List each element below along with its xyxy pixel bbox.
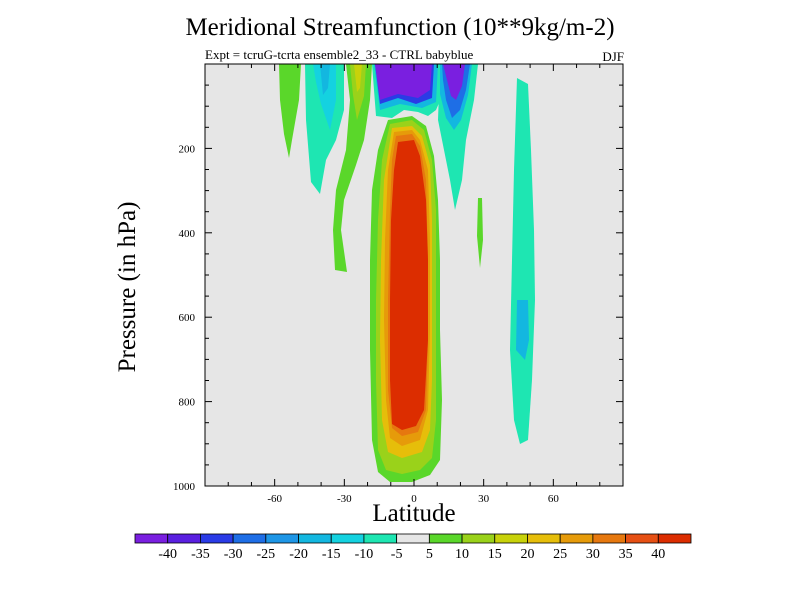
- colorbar-label: 10: [455, 547, 469, 562]
- plot-area: -60 -30 0 30 60 200 400 600 800 1000: [173, 63, 624, 505]
- contour-left-flank-inner: [350, 64, 366, 120]
- colorbar-swatch: [232, 533, 267, 544]
- x-tick-label: 0: [411, 493, 417, 505]
- colorbar-label: 25: [553, 547, 567, 562]
- y-tick-label: 1000: [173, 481, 196, 493]
- colorbar-swatch: [527, 533, 561, 544]
- colorbar-label: -35: [191, 547, 210, 562]
- colorbar-label: 5: [426, 547, 433, 562]
- colorbar-swatch: [298, 533, 332, 544]
- y-tick-label: 800: [179, 397, 196, 409]
- colorbar-label: 30: [586, 547, 600, 562]
- colorbar-swatch: [167, 533, 201, 544]
- colorbar-label: 15: [488, 547, 502, 562]
- contour-right-sliver: [477, 198, 483, 268]
- chart-subtitle: Expt = tcruG-tcrta ensemble2_33 - CTRL b…: [205, 47, 474, 62]
- colorbar: -40 -35 -30 -25 -20 -15 -10 -5 5 10 15 20 25 30 35 40: [134, 533, 692, 562]
- colorbar-label: -30: [224, 547, 243, 562]
- x-tick-label: 60: [548, 493, 560, 505]
- colorbar-label: -20: [289, 547, 308, 562]
- contour-left-flank: [333, 64, 372, 272]
- chart-title: Meridional Streamfunction (10**9kg/m-2): [185, 14, 615, 41]
- colorbar-label: 35: [619, 547, 633, 562]
- colorbar-label: 40: [651, 547, 665, 562]
- colorbar-label: -40: [158, 547, 177, 562]
- colorbar-swatch: [625, 533, 659, 544]
- colorbar-swatch: [396, 533, 430, 544]
- y-axis: 200 400 600 800 1000: [173, 63, 623, 493]
- x-tick-label: -30: [337, 493, 352, 505]
- contour-left-flank-core: [354, 64, 362, 92]
- x-axis: -60 -30 0 30 60: [204, 64, 624, 505]
- y-axis-label: Pressure (in hPa): [114, 201, 141, 373]
- colorbar-swatch: [134, 533, 169, 544]
- y-tick-label: 400: [179, 228, 196, 240]
- colorbar-swatch: [559, 533, 594, 544]
- colorbar-swatch: [200, 533, 234, 544]
- colorbar-swatch: [461, 533, 496, 544]
- season-label: DJF: [602, 49, 624, 64]
- colorbar-label: -5: [391, 547, 403, 562]
- contour-upper-negative-core: [375, 64, 432, 100]
- x-tick-label: -60: [267, 493, 282, 505]
- contour-south-positive: [279, 64, 301, 158]
- contour-fill-group: [279, 64, 535, 482]
- y-tick-label: 600: [179, 312, 196, 324]
- colorbar-label: -15: [322, 547, 341, 562]
- colorbar-swatch: [657, 533, 692, 544]
- contour-north-negative-core: [443, 64, 465, 100]
- contour-south-negative-mid: [313, 64, 336, 130]
- colorbar-swatch: [592, 533, 626, 544]
- colorbar-swatch: [363, 533, 398, 544]
- x-tick-label: 30: [478, 493, 490, 505]
- y-tick-label: 200: [179, 143, 196, 155]
- colorbar-swatch: [494, 533, 528, 544]
- contour-north-far-outer: [510, 78, 535, 444]
- colorbar-swatch: [428, 533, 463, 544]
- contour-south-negative-inner: [320, 64, 330, 95]
- colorbar-label: -25: [256, 547, 275, 562]
- contour-central-core: [390, 140, 428, 430]
- colorbar-swatch: [265, 533, 299, 544]
- colorbar-label: 20: [520, 547, 534, 562]
- x-axis-label: Latitude: [372, 500, 456, 527]
- colorbar-label: -10: [355, 547, 374, 562]
- colorbar-swatch: [330, 533, 365, 544]
- contour-north-far-inner: [516, 300, 529, 360]
